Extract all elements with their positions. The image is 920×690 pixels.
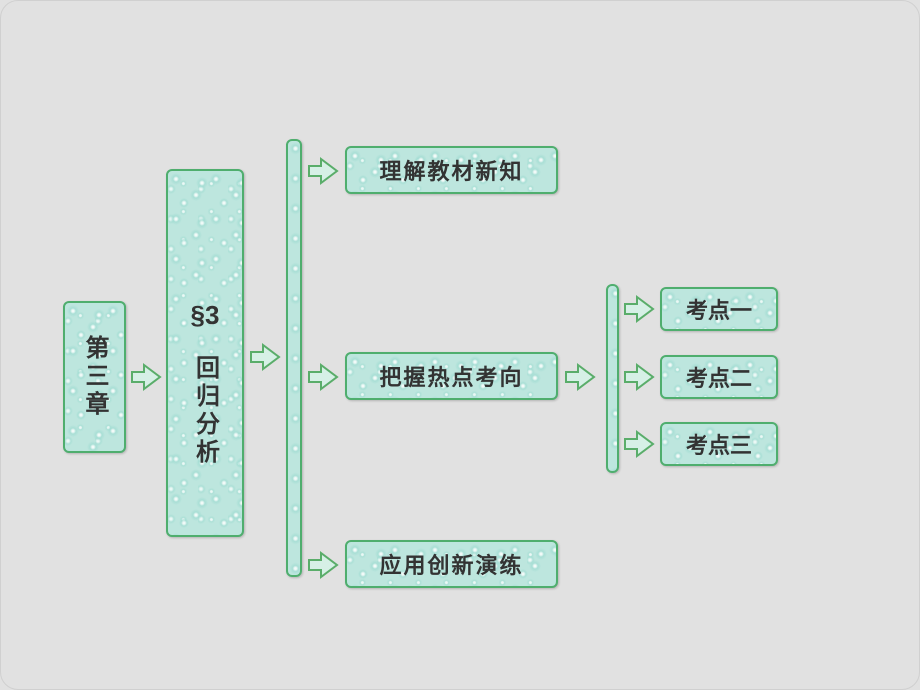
arrow-icon xyxy=(623,295,655,323)
node-branch-practice-label: 应用创新演练 xyxy=(379,548,523,580)
node-point-1-label: 考点一 xyxy=(686,293,752,325)
node-point-2-label: 考点二 xyxy=(686,361,752,393)
arrow-icon xyxy=(623,363,655,391)
node-section: §3 回归分析 xyxy=(166,169,244,537)
node-branch-materials: 理解教材新知 xyxy=(345,146,558,194)
node-chapter: 第三章 xyxy=(63,301,126,453)
node-chapter-label: 第三章 xyxy=(77,335,112,419)
node-point-3: 考点三 xyxy=(660,422,778,466)
node-point-3-label: 考点三 xyxy=(686,428,752,460)
node-section-label: 回归分析 xyxy=(188,355,223,467)
node-point-1: 考点一 xyxy=(660,287,778,331)
connector-bar-sub xyxy=(606,284,619,473)
arrow-icon xyxy=(249,343,281,371)
node-point-2: 考点二 xyxy=(660,355,778,399)
node-branch-exam-label: 把握热点考向 xyxy=(379,360,523,392)
node-branch-practice: 应用创新演练 xyxy=(345,540,558,588)
connector-bar-main xyxy=(286,139,302,577)
arrow-icon xyxy=(564,363,596,391)
node-branch-exam: 把握热点考向 xyxy=(345,352,558,400)
node-section-number: §3 xyxy=(191,300,220,331)
arrow-icon xyxy=(307,363,339,391)
diagram-canvas: 第三章 §3 回归分析 理解教材新知 把握热点考向 应用创新演练 xyxy=(0,0,920,690)
arrow-icon xyxy=(307,551,339,579)
node-branch-materials-label: 理解教材新知 xyxy=(379,154,523,186)
arrow-icon xyxy=(307,157,339,185)
arrow-icon xyxy=(623,430,655,458)
arrow-icon xyxy=(130,363,162,391)
